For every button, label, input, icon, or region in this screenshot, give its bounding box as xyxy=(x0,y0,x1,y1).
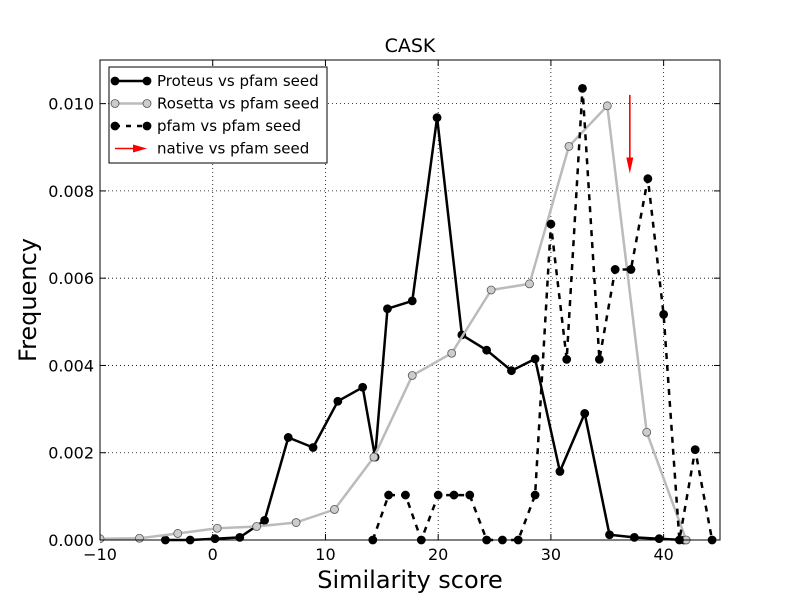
data-point xyxy=(252,522,262,531)
data-point xyxy=(610,265,620,274)
data-point xyxy=(291,518,301,527)
legend-label: pfam vs pfam seed xyxy=(157,117,301,135)
data-point xyxy=(465,490,475,500)
data-point xyxy=(659,309,669,319)
native-arrow-head xyxy=(626,157,634,174)
y-tick-label: 0.002 xyxy=(48,444,94,463)
x-tick-label: −10 xyxy=(83,545,117,564)
legend-swatch-marker xyxy=(142,76,152,86)
data-point xyxy=(629,532,639,542)
legend-swatch-marker xyxy=(110,121,120,131)
data-point xyxy=(626,265,636,274)
series-layer xyxy=(100,83,717,545)
data-point xyxy=(100,534,105,544)
data-point xyxy=(333,396,343,406)
data-point xyxy=(525,279,534,289)
data-point xyxy=(602,101,612,111)
data-point xyxy=(407,371,417,380)
data-point xyxy=(235,532,245,542)
x-axis-title: Similarity score xyxy=(317,566,503,594)
data-point xyxy=(594,354,604,364)
legend-swatch-marker xyxy=(110,76,120,86)
legend-swatch-marker xyxy=(142,121,152,131)
data-point xyxy=(564,141,574,151)
data-point xyxy=(562,354,572,364)
legend-label: Rosetta vs pfam seed xyxy=(157,95,319,113)
data-point xyxy=(486,285,496,295)
x-tick-label: 30 xyxy=(541,545,561,564)
series-1 xyxy=(100,101,691,545)
data-point xyxy=(605,530,614,540)
y-tick-label: 0.008 xyxy=(48,182,94,201)
data-point xyxy=(260,515,269,525)
data-point xyxy=(482,345,492,355)
data-point xyxy=(643,174,653,184)
data-point xyxy=(578,83,587,93)
data-point xyxy=(308,443,318,452)
x-tick-label: 40 xyxy=(653,545,673,564)
legend-label: Proteus vs pfam seed xyxy=(157,72,319,90)
data-point xyxy=(546,219,556,229)
data-point xyxy=(212,523,222,533)
series-line xyxy=(371,87,714,542)
legend-arrow-head xyxy=(133,144,147,153)
data-point xyxy=(447,348,457,358)
x-tick-label: 10 xyxy=(315,545,335,564)
data-point xyxy=(173,529,183,538)
data-point xyxy=(654,534,664,544)
legend-swatch-marker xyxy=(110,99,120,108)
data-point xyxy=(432,113,442,122)
data-point xyxy=(210,534,220,544)
chart-title: CASK xyxy=(385,35,436,57)
data-point xyxy=(407,296,417,306)
y-tick-label: 0.006 xyxy=(48,269,94,288)
data-point xyxy=(358,382,368,392)
series-line xyxy=(100,104,688,541)
legend: Proteus vs pfam seed Rosetta vs pfam seed… xyxy=(108,66,328,164)
data-point xyxy=(690,445,700,455)
data-point xyxy=(507,366,516,376)
data-point xyxy=(283,433,293,442)
y-tick-label: 0.010 xyxy=(48,95,94,114)
x-tick-label: 20 xyxy=(428,545,448,564)
series-line xyxy=(165,116,684,542)
data-point xyxy=(530,354,540,364)
x-tick-label: 0 xyxy=(208,545,218,564)
data-point xyxy=(580,409,590,418)
data-point xyxy=(369,452,379,462)
data-point xyxy=(330,505,339,514)
series-2 xyxy=(368,83,717,545)
data-point xyxy=(383,304,392,314)
data-point xyxy=(642,427,652,437)
series-0 xyxy=(160,113,689,545)
legend-label: native vs pfam seed xyxy=(157,140,309,158)
y-tick-label: 0.004 xyxy=(48,356,94,375)
y-axis-title: Frequency xyxy=(14,238,42,362)
data-point xyxy=(530,490,540,500)
plot-frame xyxy=(99,59,721,541)
y-tick-label: 0.000 xyxy=(48,531,94,550)
data-point xyxy=(433,490,443,500)
legend-swatch-marker xyxy=(142,99,152,108)
data-point xyxy=(135,533,144,543)
data-point xyxy=(401,490,410,500)
axis-ticks: −10 0 10 20 30 40 0.000 0.002 0.004 0.006 0.008 0.0… xyxy=(48,60,720,564)
data-point xyxy=(449,490,459,500)
data-point xyxy=(384,490,393,500)
data-point xyxy=(555,467,565,476)
native-arrow-layer xyxy=(626,94,634,174)
